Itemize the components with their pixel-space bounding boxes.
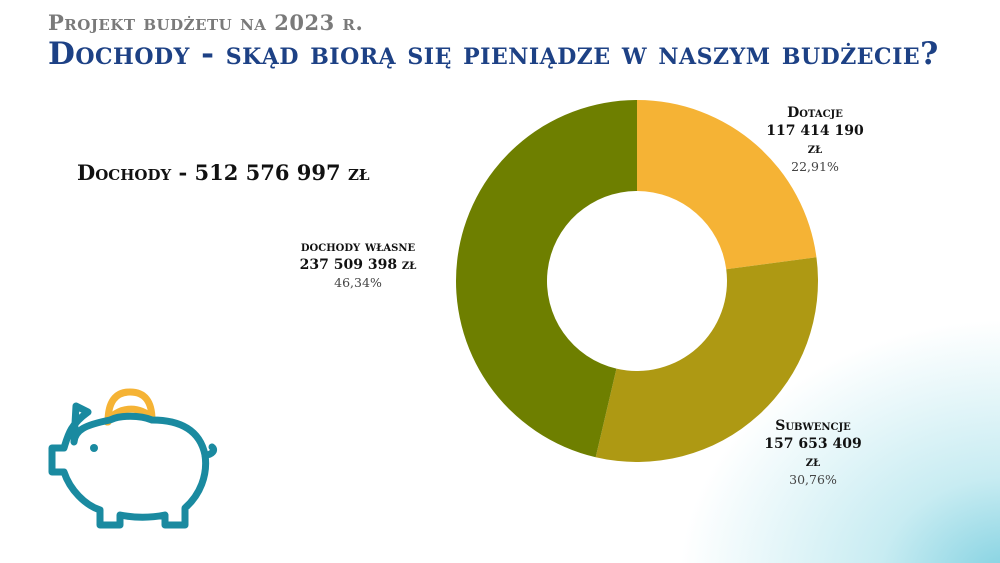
donut-slice-1	[595, 257, 818, 463]
slice-amount: 237 509 398 zł	[299, 257, 417, 273]
slice-percent: 46,34%	[334, 275, 382, 290]
total-income: Dochody - 512 576 997 zł	[77, 160, 370, 185]
slice-name: Dotacje	[787, 105, 843, 121]
label-dochody-wlasne: dochody własne 237 509 398 zł 46,34%	[283, 238, 433, 292]
slice-amount: 157 653 409 zł	[764, 436, 862, 470]
page-subtitle: Projekt budżetu na 2023 r.	[48, 10, 364, 35]
slice-percent: 22,91%	[791, 159, 839, 174]
label-subwencje: Subwencje 157 653 409 zł 30,76%	[758, 417, 868, 489]
donut-slice-2	[456, 100, 637, 458]
slice-name: dochody własne	[300, 239, 416, 255]
slice-percent: 30,76%	[789, 472, 837, 487]
piggy-bank-icon	[48, 388, 218, 529]
slice-name: Subwencje	[775, 418, 851, 434]
donut-slice-0	[637, 100, 817, 270]
label-dotacje: Dotacje 117 414 190 zł 22,91%	[760, 104, 870, 176]
slice-amount: 117 414 190 zł	[766, 123, 864, 157]
page-title: Dochody - skąd biorą się pieniądze w nas…	[48, 36, 939, 72]
